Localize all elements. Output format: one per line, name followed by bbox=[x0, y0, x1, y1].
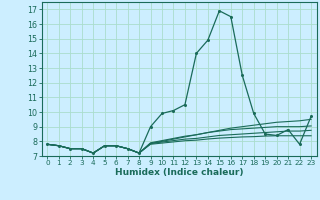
X-axis label: Humidex (Indice chaleur): Humidex (Indice chaleur) bbox=[115, 168, 244, 177]
